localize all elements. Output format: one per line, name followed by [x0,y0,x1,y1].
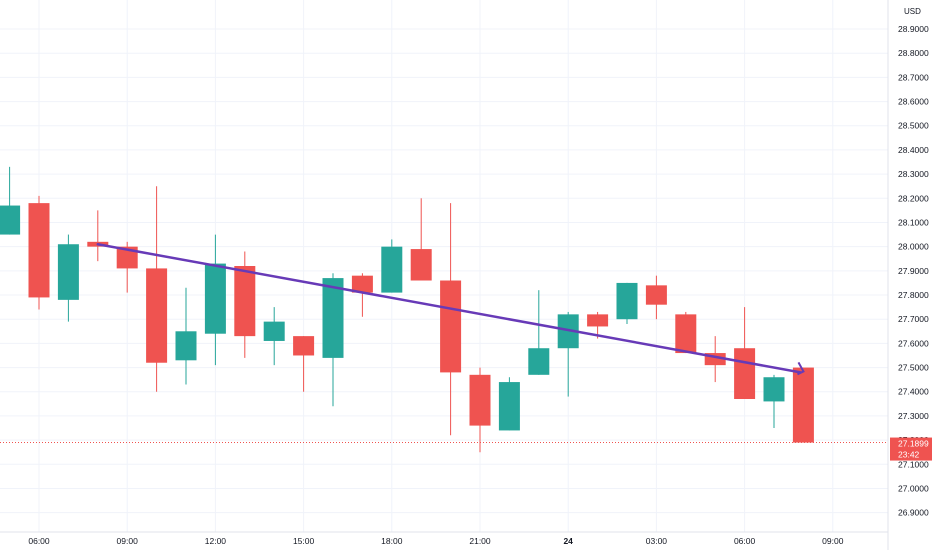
trend-line[interactable] [96,242,805,376]
last-price-badge [890,437,932,461]
candle-body [263,321,285,341]
candle-body [675,314,697,354]
candle-down [351,273,373,317]
candle-down [410,198,432,281]
price-axis[interactable]: USD 26.900027.000027.100027.200027.30002… [898,7,929,518]
candle-body [498,382,520,431]
candle-down [587,311,609,339]
candle-down [469,367,491,453]
price-tick-label: 28.5000 [898,121,929,131]
candle-body [0,205,21,235]
time-tick-label: 15:00 [293,536,315,546]
candle-body [234,266,256,337]
candle-up [263,307,285,366]
candle-body [204,263,226,334]
candle-up [204,234,226,366]
price-tick-label: 27.7000 [898,314,929,324]
trendline-segment[interactable] [96,242,802,374]
candle-down [234,251,256,358]
candle-body [616,282,638,320]
price-tick-label: 26.9000 [898,508,929,518]
candle-body [146,268,168,363]
candle-body [293,336,315,356]
last-price-countdown: 23:42 [898,450,920,460]
candle-body [645,285,667,305]
candle-body [587,314,609,327]
time-axis[interactable]: 06:00 09:00 12:00 15:00 18:00 21:00 24 03:00 06:… [0,0,889,550]
candle-up [616,282,638,325]
candle-up [322,273,344,407]
candle-body [381,246,403,293]
time-tick-label: 24 [563,536,573,546]
last-price-label: 27.1899 23:42 [890,437,932,461]
candle-down [87,210,109,262]
candles [0,166,814,453]
price-tick-label: 28.4000 [898,145,929,155]
time-tick-label: 18:00 [381,536,403,546]
candle-up [381,239,403,293]
candle-up [175,287,197,385]
time-tick-label: 09:00 [822,536,844,546]
candle-up [498,377,520,431]
price-tick-label: 28.2000 [898,193,929,203]
price-tick-label: 28.9000 [898,24,929,34]
candle-down [146,186,168,392]
time-tick-label: 06:00 [28,536,50,546]
price-tick-label: 27.9000 [898,266,929,276]
price-tick-label: 28.7000 [898,72,929,82]
time-tick-label: 09:00 [117,536,139,546]
currency-label: USD [904,7,921,16]
price-tick-label: 27.8000 [898,290,929,300]
candle-body [175,331,197,361]
trendline-arrow-icon [797,361,805,376]
time-tick-label: 21:00 [469,536,491,546]
price-tick-label: 27.5000 [898,363,929,373]
candle-body [792,367,814,443]
candle-body [28,203,50,298]
price-tick-label: 28.3000 [898,169,929,179]
candle-body [734,348,756,399]
candle-down [440,203,462,436]
price-tick-label: 28.6000 [898,97,929,107]
candle-body [763,377,785,402]
candle-down [645,275,667,320]
candle-up [763,374,785,429]
price-tick-label: 27.3000 [898,411,929,421]
price-tick-label: 27.4000 [898,387,929,397]
candle-body [440,280,462,373]
candle-body [351,275,373,293]
candle-down [28,195,50,310]
candle-body [410,249,432,281]
time-tick-label: 12:00 [205,536,227,546]
candle-body [116,246,138,269]
candle-up [557,311,579,397]
price-tick-label: 27.0000 [898,483,929,493]
price-tick-label: 27.6000 [898,338,929,348]
candle-up [0,166,21,235]
candle-down [792,367,814,443]
last-price-value: 27.1899 [898,439,929,449]
price-tick-label: 28.0000 [898,242,929,252]
price-tick-label: 28.8000 [898,48,929,58]
candle-down [293,336,315,392]
candle-up [57,234,79,322]
candle-body [528,348,550,375]
candle-body [469,374,491,426]
time-tick-label: 03:00 [646,536,668,546]
candle-down [734,307,756,399]
candle-body [322,278,344,358]
candle-body [57,244,79,300]
price-tick-label: 27.1000 [898,459,929,469]
candle-up [528,290,550,375]
time-tick-label: 06:00 [734,536,756,546]
price-tick-label: 28.1000 [898,217,929,227]
candle-down [675,311,697,354]
